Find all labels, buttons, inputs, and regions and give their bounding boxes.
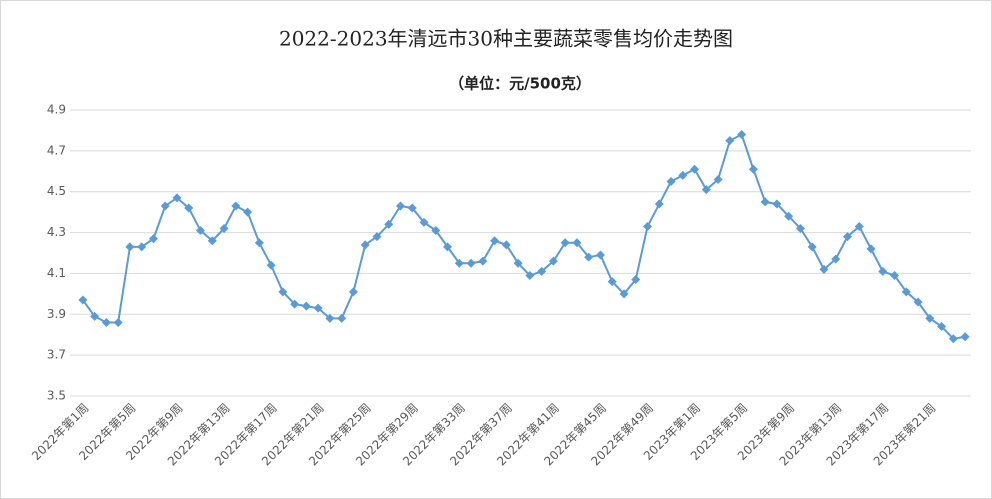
- point-marker: [901, 287, 911, 297]
- point-marker: [454, 258, 464, 268]
- point-marker: [172, 193, 182, 203]
- point-marker: [948, 334, 958, 344]
- point-marker: [443, 242, 453, 252]
- point-marker: [678, 170, 688, 180]
- point-marker: [619, 289, 629, 299]
- point-marker: [254, 238, 264, 248]
- point-marker: [878, 266, 888, 276]
- point-marker: [348, 287, 358, 297]
- point-marker: [737, 130, 747, 140]
- point-marker: [537, 266, 547, 276]
- y-tick-label: 3.7: [47, 348, 66, 362]
- point-marker: [807, 242, 817, 252]
- point-marker: [666, 177, 676, 186]
- point-marker: [890, 270, 900, 280]
- point-marker: [290, 299, 300, 309]
- point-marker: [219, 223, 229, 233]
- point-marker: [831, 254, 841, 264]
- point-marker: [584, 252, 594, 262]
- point-marker: [748, 164, 758, 174]
- point-marker: [913, 297, 923, 307]
- point-marker: [548, 256, 558, 266]
- point-marker: [819, 264, 829, 274]
- point-marker: [337, 313, 347, 323]
- point-marker: [607, 277, 617, 287]
- point-marker: [90, 311, 100, 321]
- point-marker: [278, 287, 288, 297]
- point-marker: [654, 199, 664, 209]
- point-marker: [231, 201, 241, 211]
- point-marker: [160, 201, 170, 211]
- point-marker: [784, 211, 794, 221]
- y-tick-label: 4.5: [47, 184, 66, 198]
- point-marker: [360, 240, 370, 250]
- point-marker: [184, 203, 194, 213]
- point-marker: [395, 201, 405, 211]
- point-marker: [466, 258, 476, 268]
- point-marker: [643, 221, 653, 231]
- point-marker: [431, 226, 441, 236]
- point-marker: [78, 295, 88, 305]
- point-marker: [701, 185, 711, 195]
- point-marker: [842, 232, 852, 242]
- point-marker: [713, 174, 723, 184]
- y-tick-label: 3.9: [47, 307, 66, 321]
- point-marker: [113, 317, 123, 327]
- point-marker: [478, 256, 488, 266]
- point-marker: [419, 217, 429, 227]
- point-marker: [137, 242, 147, 252]
- point-marker: [960, 332, 970, 342]
- point-marker: [725, 136, 735, 146]
- point-marker: [690, 164, 700, 174]
- point-marker: [866, 244, 876, 254]
- point-marker: [125, 242, 135, 252]
- point-marker: [372, 232, 382, 242]
- point-marker: [407, 203, 417, 213]
- point-marker: [313, 303, 323, 313]
- point-marker: [595, 250, 605, 260]
- y-tick-label: 4.9: [47, 103, 66, 117]
- point-marker: [560, 238, 570, 248]
- point-marker: [301, 301, 311, 311]
- point-marker: [243, 207, 253, 217]
- point-marker: [148, 234, 158, 244]
- point-marker: [101, 317, 111, 327]
- point-marker: [384, 219, 394, 229]
- y-tick-label: 4.1: [47, 266, 66, 280]
- point-marker: [501, 240, 511, 250]
- y-tick-label: 4.3: [47, 225, 66, 239]
- point-marker: [325, 313, 335, 323]
- point-marker: [490, 236, 500, 246]
- point-marker: [266, 260, 276, 270]
- point-marker: [513, 258, 523, 268]
- y-tick-label: 3.5: [47, 389, 66, 403]
- chart-subtitle: （单位：元/500克）: [449, 75, 591, 93]
- series-line: [82, 133, 966, 340]
- point-marker: [937, 322, 947, 332]
- chart-title: 2022-2023年清远市30种主要蔬菜零售均价走势图: [279, 27, 733, 51]
- point-marker: [925, 313, 935, 323]
- point-marker: [760, 197, 770, 207]
- point-marker: [572, 238, 582, 248]
- point-marker: [854, 221, 864, 231]
- point-marker: [525, 270, 535, 280]
- point-marker: [207, 236, 217, 246]
- y-tick-label: 4.7: [47, 143, 66, 157]
- point-marker: [772, 199, 782, 209]
- point-marker: [631, 275, 641, 285]
- point-marker: [795, 223, 805, 233]
- point-marker: [196, 226, 206, 236]
